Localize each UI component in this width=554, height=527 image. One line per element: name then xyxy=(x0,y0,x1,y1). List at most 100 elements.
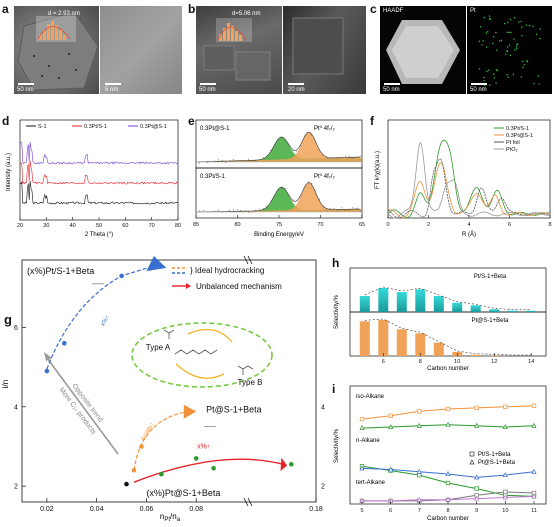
g-curve-bottom-head xyxy=(280,457,288,472)
f-legend-label: 0.3Pt/S-1 xyxy=(506,126,529,132)
e-data-point xyxy=(356,207,358,209)
e-data-point xyxy=(285,139,287,141)
e-data-point xyxy=(255,209,257,211)
i-marker-square xyxy=(359,416,365,422)
f-xlabel: R (Å) xyxy=(462,231,476,238)
g-data-point xyxy=(124,481,129,487)
e-data-point xyxy=(285,188,287,190)
e-xtick-label: 80 xyxy=(234,222,240,228)
e-data-point xyxy=(296,150,298,152)
e-data-point xyxy=(348,155,350,157)
xrd-chart: S-1 0.3Pt/S-1 0.3Pt@S-1 20 30 40 50 60 70 80 2 T… xyxy=(6,119,181,238)
g-data-point xyxy=(44,368,50,374)
tem-image-a-left: d = 2.93 nm 50 nm xyxy=(14,6,99,94)
d-xtick-label: 80 xyxy=(175,223,181,229)
e-data-point xyxy=(195,210,197,212)
g-data-point xyxy=(139,444,144,449)
d-series-line xyxy=(19,141,178,165)
pt-signal-dot xyxy=(489,84,491,86)
d-legend-label: 0.3Pt/S-1 xyxy=(84,124,107,130)
g-scheme-arrow-b xyxy=(175,363,225,379)
g-data-point xyxy=(289,462,294,467)
pt-signal-dot xyxy=(499,40,501,42)
e-data-point xyxy=(277,139,279,141)
e-data-point xyxy=(232,209,234,211)
pt-signal-dot xyxy=(488,15,491,17)
legend-square-marker xyxy=(469,451,475,457)
i-marker-square xyxy=(388,413,393,418)
g-data-point xyxy=(119,273,124,279)
pt-signal-dot xyxy=(487,31,489,33)
pt-signal-dot xyxy=(508,44,511,46)
d-xtick-label: 50 xyxy=(96,223,102,229)
panel-e: e 0.3Pt@S-1 Pt⁰ 4f₇/₂ 0.3Pt/S-1 Pt⁰ 4f₇/… xyxy=(186,112,368,240)
e-fit-envelope xyxy=(196,131,361,163)
f-legend-label: 0.3Pt@S-1 xyxy=(506,133,533,139)
d-ylabel: Intensity (a.u.) xyxy=(6,153,12,191)
g-ytick-label: 2 xyxy=(14,484,18,491)
i-marker-triangle xyxy=(531,468,537,474)
tem-image-b-left: d=5.06 nm 50 nm xyxy=(196,6,282,94)
i-marker-square xyxy=(474,405,479,411)
g-molecule-chain xyxy=(174,349,218,355)
e-data-point xyxy=(281,187,283,189)
e-sample-bottom: 0.3Pt/S-1 xyxy=(200,174,226,180)
e-data-point xyxy=(277,189,279,191)
g-molecule-typeA xyxy=(163,329,175,339)
h-xtick-label: 10 xyxy=(454,359,460,365)
f-xtick-label: 4 xyxy=(467,222,470,228)
e-xtick-label: 65 xyxy=(359,222,365,228)
e-data-point xyxy=(240,160,242,162)
h-fit-line xyxy=(364,318,532,356)
g-ytick-label: 6 xyxy=(14,325,18,332)
e-data-point xyxy=(307,132,309,134)
panel-a: a d = 2.93 nm 50 nm 5 nm xyxy=(0,0,184,98)
scalebar-label-a-right: 5 nm xyxy=(105,87,119,93)
pt-signal-dot xyxy=(492,42,494,45)
pt-signal-dot xyxy=(504,22,506,25)
g-data-point xyxy=(186,410,192,415)
line-chart-i: 5 6 7 8 9 10 11 iso-Alkane n-Alkane tert-Alkan… xyxy=(334,385,547,522)
e-fit-peak-5/2 xyxy=(196,187,362,212)
d-series-line xyxy=(19,160,178,185)
h-fit-line xyxy=(364,286,532,310)
e-data-point xyxy=(315,190,316,192)
i-marker-triangle xyxy=(502,472,508,478)
i-marker-triangle xyxy=(531,493,537,499)
pt-signal-dot xyxy=(518,21,520,23)
d-legend-label: S-1 xyxy=(38,124,47,130)
e-data-point xyxy=(311,183,313,184)
i-xtick-label: 8 xyxy=(446,508,449,514)
e-data-point xyxy=(229,209,231,211)
pt-signal-dot xyxy=(493,36,495,38)
i-marker-triangle xyxy=(531,422,537,428)
scalebar-label-b-left: 50 nm xyxy=(199,87,216,93)
haadf-tag: HAADF xyxy=(383,8,404,14)
g-acidity-label: Acidity↑ xyxy=(140,422,156,443)
e-data-point xyxy=(341,207,343,209)
i-marker-triangle xyxy=(416,468,422,474)
i-marker-triangle xyxy=(445,471,451,476)
e-data-point xyxy=(266,205,268,207)
h-ylabel: Selectivity/% xyxy=(334,294,340,329)
h-xtick-label: 12 xyxy=(491,359,497,365)
pt-signal-dot xyxy=(478,68,481,70)
e-data-point xyxy=(259,208,260,210)
panel-f: f 0.3Pt/S-1 0.3Pt@S-1 Pt foil PtO₂ 0 2 4 6 8 R … xyxy=(368,112,554,240)
pt-signal-dot xyxy=(513,17,516,19)
scatter-chart-g: 0.02 0.04 0.06 0.08 0.18 2 4 6 2 4 } Ideal hydroc… xyxy=(1,255,325,523)
scalebar-a-left xyxy=(18,83,34,85)
g-scheme-arrow-a xyxy=(187,328,233,343)
h-series-top-label: Pt/S-1+Beta xyxy=(474,274,507,280)
scalebar-label-c-right: 50 nm xyxy=(470,87,487,93)
g-curve-top-head xyxy=(146,256,167,272)
bar-chart-h: 6 8 10 12 14 Pt/S-1+Beta Pt@S-1+Beta Carbon … xyxy=(334,267,547,372)
h-bar xyxy=(489,309,500,312)
h-bar xyxy=(507,310,518,312)
pt-signal-dot xyxy=(485,32,488,34)
g-series-bottom-label: (x%)Pt@S-1+Beta xyxy=(146,488,220,498)
g-data-point xyxy=(193,456,199,461)
pt-signal-dot xyxy=(506,74,508,76)
f-series-line xyxy=(387,158,551,219)
i-marker-triangle xyxy=(474,474,480,480)
